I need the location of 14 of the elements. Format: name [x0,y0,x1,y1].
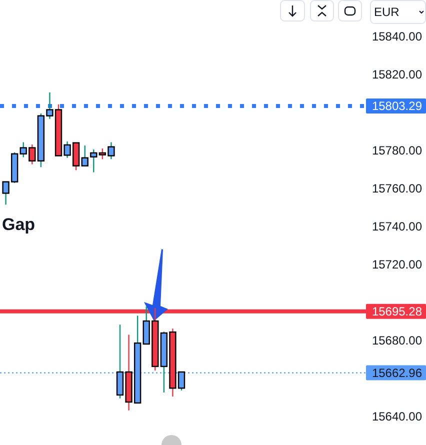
ref-line-label: 15695.28 [372,304,422,319]
y-tick-label: 15840.00 [372,29,422,44]
annotation: Gap [2,215,36,234]
y-tick-label: 15780.00 [372,143,422,158]
y-tick-label: 15760.00 [372,181,422,196]
currency-dropdown: EUR [370,0,426,24]
ref-line-label: 15662.96 [372,366,422,380]
ref-line-label: 15803.29 [372,99,422,114]
y-tick-label: 15680.00 [372,334,422,348]
y-axis-title: EUR [374,5,400,20]
y-tick-label: 15640.00 [372,410,422,424]
y-tick-label: 15740.00 [372,220,422,234]
y-tick-label: 15820.00 [372,67,422,82]
y-tick-label: 15720.00 [372,258,422,272]
